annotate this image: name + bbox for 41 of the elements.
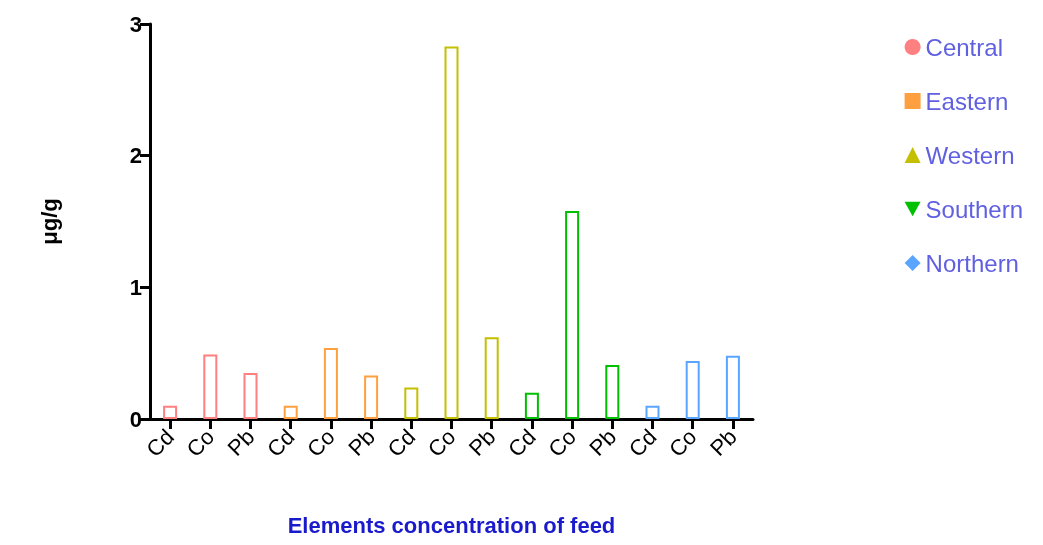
- x-tick-label: Cd: [382, 424, 421, 462]
- x-tick-label: Pb: [463, 424, 501, 461]
- x-tick-label: Pb: [222, 424, 260, 461]
- legend-label: Central: [925, 33, 1003, 61]
- x-tick-label: Pb: [584, 424, 622, 461]
- bar: [444, 46, 459, 419]
- y-tick-label: 3: [129, 11, 142, 37]
- x-tick-label: Co: [543, 424, 581, 462]
- x-tick-label: Cd: [623, 424, 662, 462]
- bar: [323, 347, 338, 419]
- x-tick-label: Co: [422, 424, 461, 462]
- x-tick-label: Cd: [141, 424, 179, 462]
- legend-label: Southern: [925, 195, 1023, 223]
- bar: [725, 355, 740, 419]
- x-tick-label: Co: [302, 424, 340, 462]
- bar: [565, 210, 580, 419]
- y-tick-label: 1: [129, 274, 142, 300]
- bar: [203, 354, 218, 419]
- bar: [364, 375, 379, 419]
- legend-label: Western: [925, 141, 1015, 169]
- y-tick-label: 0: [129, 406, 142, 432]
- x-tick-label: Pb: [705, 424, 742, 461]
- bar: [685, 361, 700, 419]
- x-tick-label: Pb: [343, 424, 380, 461]
- legend-label: Eastern: [925, 87, 1009, 115]
- bar: [404, 387, 419, 419]
- x-tick-label: Cd: [503, 424, 541, 462]
- x-tick-label: Co: [663, 424, 702, 462]
- x-tick-label: Cd: [261, 424, 300, 462]
- x-tick-label: Co: [181, 424, 220, 462]
- bar: [243, 372, 258, 419]
- bar: [645, 405, 660, 419]
- bar: [484, 337, 499, 419]
- legend-label: Northern: [925, 249, 1019, 277]
- bar: [605, 365, 620, 419]
- y-axis-title: μg/g: [36, 198, 62, 245]
- bar: [283, 405, 298, 419]
- bar: [524, 392, 539, 419]
- y-tick-label: 2: [129, 143, 142, 169]
- x-axis-title: Elements concentration of feed: [287, 512, 616, 538]
- bar: [163, 405, 178, 419]
